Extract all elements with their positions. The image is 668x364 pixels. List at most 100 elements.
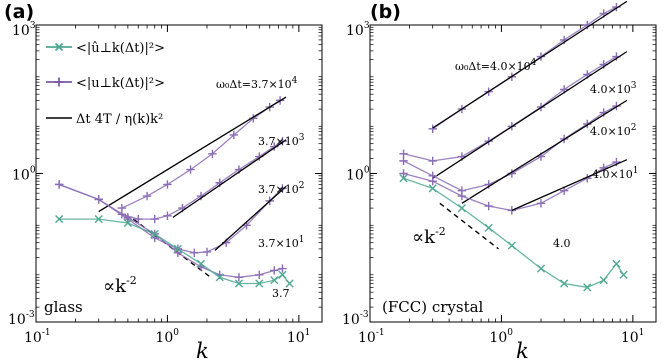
panel-b-guide-line [439, 202, 499, 250]
panel-b-ytick-label: 100 [346, 166, 370, 184]
panel-a-series-3-point [202, 247, 212, 257]
panel-a-series-5-point [196, 259, 206, 268]
legend-u-text: <|u⊥k(Δt)|²> [76, 76, 165, 91]
panel-a-scaling: ∝k-2 [103, 274, 137, 297]
panel-b-ytick-exp: -3 [360, 310, 369, 320]
panel-b-xtick-label: 100 [489, 328, 513, 346]
panel-a-series-5-point [285, 279, 294, 288]
panel-b-series-5-point [536, 264, 546, 273]
panel-a-xtick-label: 10-1 [24, 328, 51, 346]
panel-b-label: (b) [370, 1, 401, 23]
panel-a-series-4-line [58, 183, 283, 278]
panel-a-series-5-point [173, 244, 182, 253]
legend-hat-marker [54, 42, 64, 52]
panel-a-xtick-exp: 1 [305, 328, 311, 338]
panel-b-ytick-exp: 3 [364, 21, 370, 31]
panel-a-series-3-point [190, 248, 199, 258]
panel-b-xlabel: k [516, 339, 529, 363]
panel-b-series-2-point [399, 149, 408, 159]
panel-a-series-1-point [142, 191, 152, 201]
panel-a-series-5 [55, 214, 294, 288]
panel-b-series-5-point [507, 241, 516, 250]
panel-a-curve-label-2-base: 3.7×10 [258, 135, 299, 148]
legend: <|û⊥k(Δt)|²> <|u⊥k(Δt)|²> Δt 4T / η(k)k² [46, 41, 165, 127]
panel-a-series-1-point [163, 180, 172, 189]
panel-b-series-5-point [619, 270, 628, 279]
panel-a-series-5-point [255, 279, 264, 288]
panel-a-series-5-point [94, 214, 103, 224]
panel-b-curve-label-2: 4.0×103 [590, 81, 637, 96]
panel-a-curve-label-4: 3.7×101 [258, 235, 304, 250]
panel-b-curve-label-5-base: 4.0 [553, 237, 571, 250]
panel-b-series-3 [399, 99, 628, 204]
panel-b-series-4-point [457, 191, 467, 201]
panel-b-xtick-exp: -1 [376, 328, 385, 338]
panel-b-xtick-exp: 1 [639, 328, 645, 338]
panel-a-xtick-exp: -1 [42, 328, 51, 338]
panel-b-curve-label-3-base: 4.0×10 [590, 125, 631, 138]
panel-a-scaling-exp: -2 [126, 274, 137, 287]
panel-b-curve-label-1: ω₀Δt=4.0×104 [455, 58, 537, 73]
panel-b-curve-label-2-exp: 3 [631, 81, 637, 91]
panel-a-series-5-point [123, 218, 132, 228]
panel-a-ytick-exp: -3 [26, 310, 35, 320]
panel-a-series-4-point [123, 213, 133, 222]
panel-b-series-5-point [612, 259, 621, 268]
panel-b-series-4 [399, 157, 628, 215]
panel-b-series-5-point [457, 204, 466, 213]
legend-entry-hat: <|û⊥k(Δt)|²> [46, 41, 165, 56]
panel-b-series-4-theory-line [511, 159, 628, 211]
panel-b-curve-label-2-base: 4.0×10 [590, 83, 631, 96]
panel-a-series-5-point [278, 270, 287, 279]
panel-a-curve-label-5: 3.7 [272, 287, 290, 300]
panel-a-tag: glass [44, 298, 83, 316]
panel-b-curve-label-5: 4.0 [553, 237, 571, 250]
panel-a-curve-label-3-base: 3.7×10 [258, 183, 299, 196]
panel-a-curve-label-3-exp: 2 [299, 181, 305, 191]
panel-b-tag: (FCC) crystal [382, 298, 484, 316]
panel-b-series-1-theory-line [432, 0, 628, 129]
panel-a-series-5-point [234, 279, 244, 288]
panel-a-series-1-point [229, 130, 239, 140]
panel-b-series-5-point [560, 279, 569, 288]
panel-a-plot [54, 96, 294, 288]
panel-a-scaling-base: ∝k [103, 276, 127, 297]
panel-a-ytick-exp: 3 [30, 21, 36, 31]
panel-b-curve-label-1-base: ω₀Δt=4.0×10 [455, 60, 531, 73]
legend-u-marker [54, 77, 64, 87]
panel-a-series-3-theory-line [214, 185, 287, 251]
panel-b-series-3-point [612, 101, 621, 111]
panel-a-label: (a) [4, 1, 34, 23]
panel-b-curve-label-4-base: 4.0×10 [592, 168, 633, 181]
panel-a-series-4 [54, 180, 287, 282]
panel-a-series-4-point [234, 273, 244, 282]
panel-a-series-4-point [173, 248, 183, 258]
panel-b-curve-label-3-exp: 2 [631, 123, 637, 133]
panel-a-series-1 [98, 96, 287, 213]
panel-a-xtick-exp: 0 [173, 328, 179, 338]
panel-b-series-3-line [403, 105, 617, 192]
panel-b-xtick-label: 101 [621, 328, 645, 346]
panel-b-series-4-point [599, 163, 608, 173]
panel-b-series-4-point [399, 169, 408, 178]
panel-b-series-3-point [399, 156, 408, 166]
panel-a-series-2-point [150, 214, 159, 224]
panel-b-series-2 [399, 51, 628, 179]
panel-a-curve-label-1-exp: 4 [292, 76, 298, 86]
panel-b-curve-label-4-exp: 1 [633, 166, 639, 176]
panel-b-series-1-point [428, 124, 437, 133]
panel-a-xtick-label: 100 [155, 328, 179, 346]
panel-b-series-2-point [428, 156, 437, 166]
panel-a-curve-label-3: 3.7×102 [258, 181, 304, 196]
panel-b-ytick-label: 103 [346, 21, 370, 39]
panel-a-series-1-theory-line [98, 96, 287, 213]
panel-a-series-2-theory-line [172, 139, 287, 218]
panel-a-series-2-point [163, 211, 172, 220]
panel-a-series-1-point [208, 149, 217, 159]
panel-b-series-5-point [428, 184, 437, 193]
panel-a-series-2-point [134, 214, 143, 224]
panel-b-ytick-exp: 0 [364, 166, 370, 176]
panel-b-series-4-point [484, 201, 493, 211]
panel-b-ytick-label: 10-3 [342, 310, 369, 328]
